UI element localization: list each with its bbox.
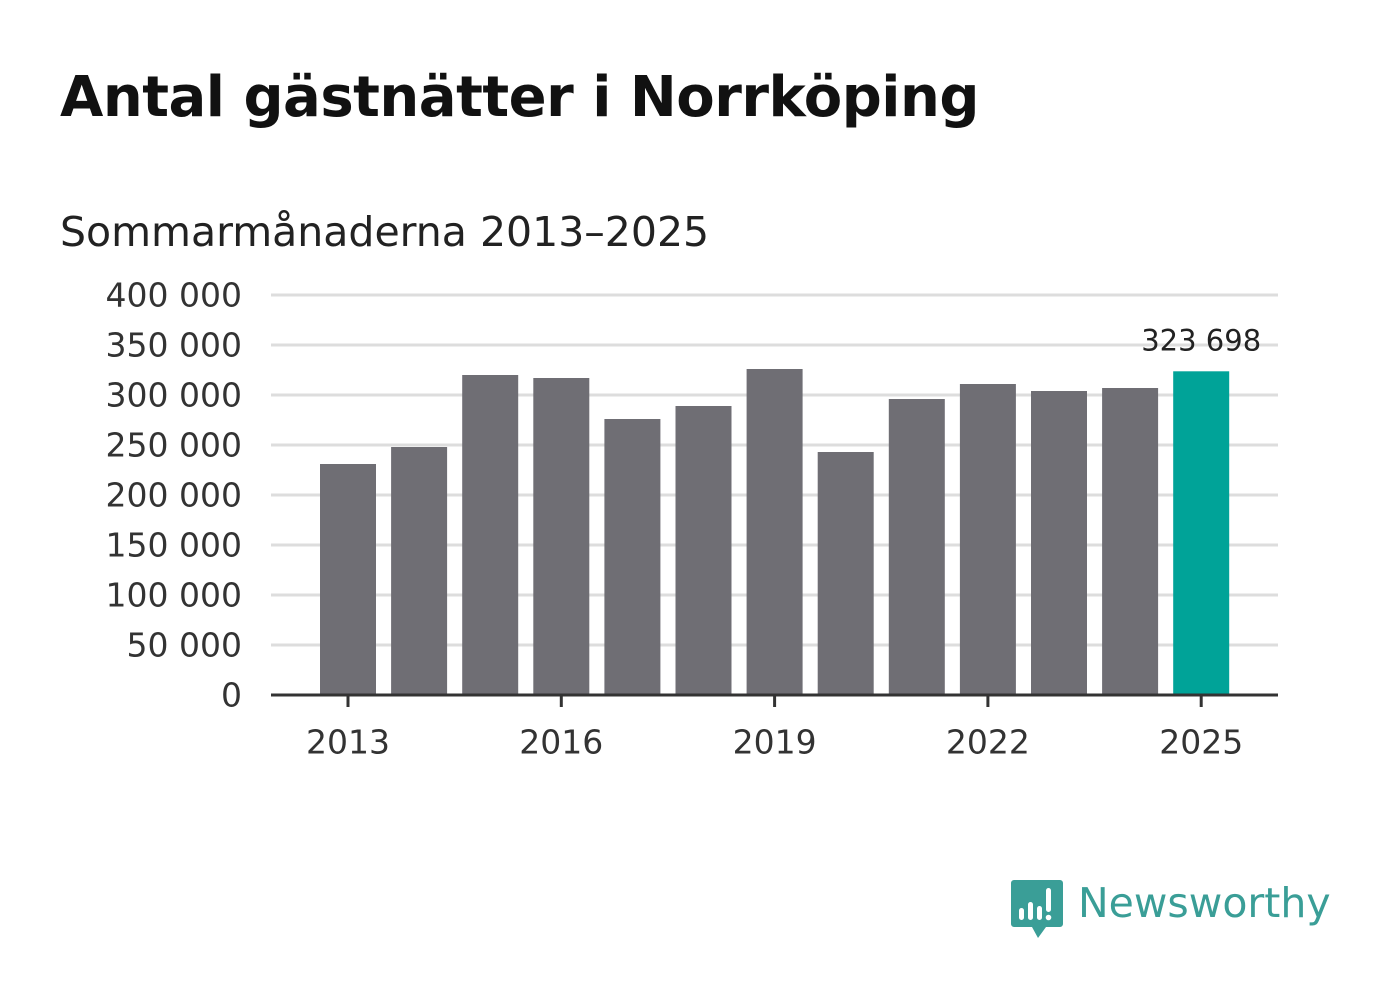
bar-2018: [675, 406, 732, 695]
x-axis: [271, 693, 1278, 707]
x-tick-label: 2022: [946, 723, 1030, 762]
x-tick-label: 2016: [519, 723, 603, 762]
y-tick-label: 250 000: [106, 426, 242, 465]
bar-2021: [888, 399, 945, 695]
x-tick-label: 2013: [306, 723, 390, 762]
bar-2020: [817, 452, 874, 695]
x-tick-label: 2019: [733, 723, 817, 762]
x-tick-label: 2025: [1159, 723, 1243, 762]
bar-2014: [391, 447, 448, 695]
bar-chart: 0 50 000 100 000 150 000 200 000 250 000 300 0…: [106, 276, 1278, 762]
data-label-2025: 323 698: [1141, 323, 1261, 357]
newsworthy-logo-icon: [1011, 880, 1063, 938]
y-tick-label: 350 000: [106, 326, 242, 365]
y-tick-label: 300 000: [106, 376, 242, 415]
bar-2023: [1031, 391, 1087, 695]
y-tick-label: 50 000: [127, 626, 242, 665]
chart-title: Antal gästnätter i Norrköping: [60, 65, 979, 130]
y-tick-label: 200 000: [106, 476, 242, 515]
annotations: 323 698: [1141, 323, 1261, 357]
x-axis-labels: 2013 2016 2019 2022 2025: [306, 723, 1243, 762]
bar-2016: [533, 378, 590, 695]
bar-2022: [959, 384, 1016, 695]
y-tick-label: 100 000: [106, 576, 242, 615]
bar-2017: [604, 419, 661, 695]
bars: [320, 369, 1230, 695]
y-axis-labels: 0 50 000 100 000 150 000 200 000 250 000 300 0…: [106, 276, 242, 715]
y-tick-label: 400 000: [106, 276, 242, 315]
bar-2025: [1173, 371, 1230, 695]
bar-2024: [1102, 388, 1159, 695]
newsworthy-logo: Newsworthy: [1010, 878, 1331, 942]
y-tick-label: 0: [221, 676, 242, 715]
y-tick-label: 150 000: [106, 526, 242, 565]
chart-subtitle: Sommarmånaderna 2013–2025: [60, 208, 710, 256]
bar-2013: [320, 464, 376, 695]
bar-2019: [746, 369, 803, 695]
brand-name: Newsworthy: [1078, 879, 1331, 927]
bar-2015: [462, 375, 519, 695]
